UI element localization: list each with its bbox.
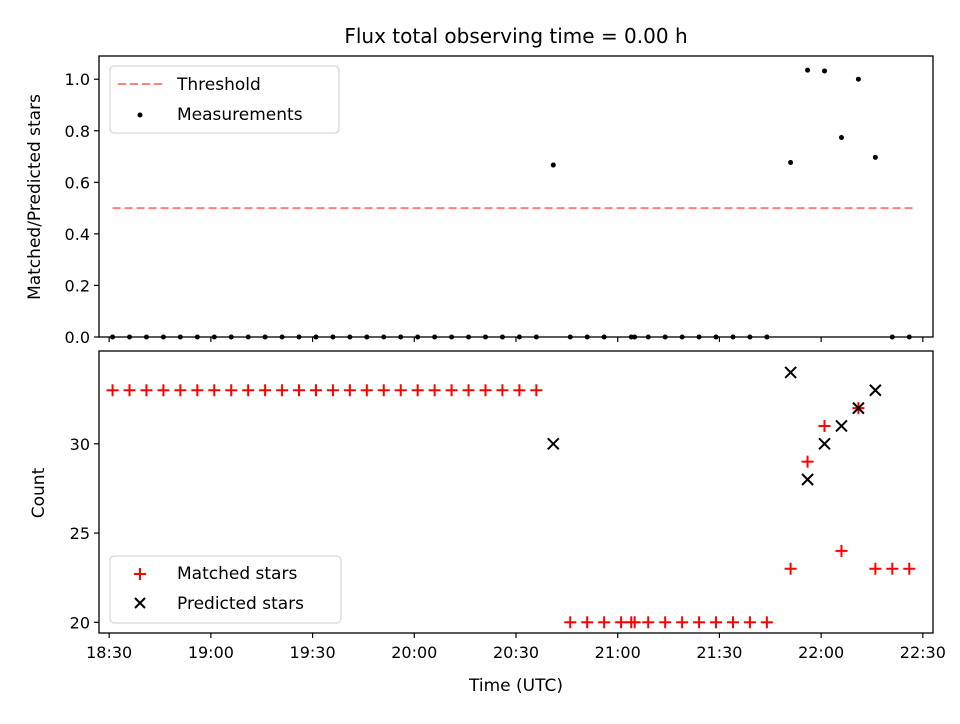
predicted-stars-point	[818, 437, 831, 451]
matched-stars-point	[157, 384, 170, 397]
matched-stars-point	[225, 384, 238, 397]
top-axes-frame	[98, 55, 934, 338]
predicted-stars-point	[852, 401, 865, 415]
x-tick-label: 20:00	[391, 643, 437, 662]
legend-measurements-swatch	[137, 112, 143, 118]
matched-stars-point	[462, 384, 475, 397]
matched-stars-point	[642, 616, 655, 629]
matched-stars-point	[598, 616, 611, 629]
bottom-axes-frame	[98, 350, 934, 634]
matched-stars-point	[886, 562, 899, 575]
matched-stars-point	[259, 384, 272, 397]
matched-stars-point	[903, 562, 916, 575]
matched-stars-point	[293, 384, 306, 397]
matched-stars-point	[818, 419, 831, 432]
matched-stars-point	[326, 384, 339, 397]
predicted-stars-point	[801, 473, 814, 486]
legend-threshold-label: Threshold	[176, 75, 261, 95]
matched-stars-point	[710, 616, 723, 629]
measurement-point	[872, 154, 878, 160]
matched-stars-point	[394, 384, 407, 397]
x-tick-label: 22:30	[900, 643, 946, 662]
measurement-point	[788, 159, 794, 165]
y-tick-label: 30	[70, 435, 90, 454]
matched-stars-point	[242, 384, 255, 397]
y-tick-label: 1.0	[65, 70, 90, 89]
matched-stars-point	[411, 384, 424, 397]
matched-stars-point	[726, 616, 739, 629]
x-tick-label: 18:30	[86, 643, 132, 662]
matched-stars-point	[743, 616, 756, 629]
legend-matched-label: Matched stars	[177, 564, 297, 584]
matched-stars-point	[496, 384, 509, 397]
matched-stars-point	[208, 384, 221, 397]
matched-stars-point	[191, 384, 204, 397]
y-tick-label: 0.4	[65, 225, 90, 244]
matched-stars-point	[628, 616, 641, 629]
y-tick-label: 0.6	[65, 173, 90, 192]
matched-stars-point	[445, 384, 458, 397]
predicted-stars-point	[835, 419, 848, 433]
x-tick-label: 20:30	[493, 643, 539, 662]
matched-stars-point	[615, 616, 628, 629]
matched-stars-point	[513, 384, 526, 397]
bottom-plot-area: 20 25 30 18:30 19:00 19:30 20:00 20:30 21:00 21:3…	[70, 366, 946, 662]
y-tick-label: 0.2	[65, 276, 90, 295]
bottom-ylabel: Count	[29, 467, 49, 518]
matched-stars-point	[174, 384, 187, 397]
x-tick-label: 19:00	[188, 643, 234, 662]
x-tick-label: 21:30	[696, 643, 742, 662]
measurement-point	[805, 67, 811, 73]
y-tick-label: 0.8	[65, 122, 90, 141]
x-axis-label: Time (UTC)	[468, 676, 563, 696]
matched-stars-point	[106, 384, 119, 397]
predicted-stars-point	[869, 384, 882, 397]
y-tick-label: 0.0	[65, 328, 90, 347]
top-legend-box	[109, 65, 340, 134]
predicted-stars-point	[547, 437, 560, 451]
bottom-legend-box	[109, 555, 342, 624]
matched-stars-point	[530, 384, 543, 397]
measurement-point	[822, 68, 828, 74]
matched-stars-point	[276, 384, 289, 397]
x-tick-label: 21:00	[595, 643, 641, 662]
matched-stars-point	[377, 384, 390, 397]
measurement-point	[550, 162, 556, 168]
top-axes: Matched/Predicted stars 0.0 0.2 0.4 0.6 0.8 1…	[25, 55, 934, 347]
matched-stars-point	[428, 384, 441, 397]
matched-stars-point	[564, 616, 577, 629]
measurement-point	[855, 76, 861, 82]
matched-stars-point	[676, 616, 689, 629]
predicted-stars-point	[784, 366, 797, 379]
bottom-axes: Count 20 25 30 18:30 19:00 19:30 20:00 20:30 21:…	[29, 350, 946, 696]
legend-predicted-label: Predicted stars	[177, 594, 304, 614]
legend-predicted-swatch	[134, 597, 146, 609]
matched-stars-point	[869, 562, 882, 575]
matched-stars-point	[801, 455, 814, 468]
matched-stars-point	[659, 616, 672, 629]
top-legend: Threshold Measurements	[109, 65, 340, 134]
matched-stars-point	[309, 384, 322, 397]
bottom-legend: Matched stars Predicted stars	[109, 555, 342, 624]
matched-stars-point	[835, 544, 848, 557]
measurement-point	[838, 134, 844, 140]
x-tick-label: 22:00	[798, 643, 844, 662]
top-ylabel: Matched/Predicted stars	[25, 94, 45, 300]
legend-measurements-label: Measurements	[177, 105, 303, 125]
matched-stars-point	[360, 384, 373, 397]
matched-stars-point	[123, 384, 136, 397]
chart-title: Flux total observing time = 0.00 h	[344, 24, 687, 48]
matched-stars-point	[581, 616, 594, 629]
matched-stars-point	[343, 384, 356, 397]
matched-stars-point	[140, 384, 153, 397]
y-tick-label: 25	[70, 524, 90, 543]
matched-stars-point	[784, 562, 797, 575]
y-tick-label: 20	[70, 613, 90, 632]
matched-stars-point	[760, 616, 773, 629]
x-tick-label: 19:30	[290, 643, 336, 662]
matched-stars-point	[479, 384, 492, 397]
legend-matched-swatch	[134, 568, 146, 580]
matched-stars-point	[693, 616, 706, 629]
